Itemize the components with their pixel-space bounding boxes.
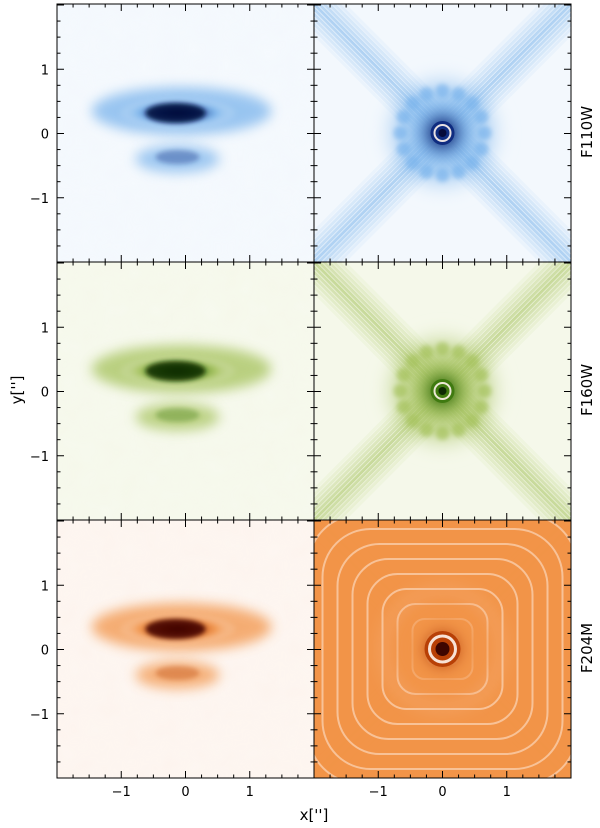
y-tick-label: 0 <box>41 128 49 143</box>
y-tick-label: 0 <box>41 644 49 659</box>
panel-f110w-psf <box>314 4 571 262</box>
x-tick-label: 1 <box>503 785 511 800</box>
panel-grid <box>57 4 571 778</box>
tick-marks <box>56 4 572 779</box>
x-tick-label: 0 <box>438 785 446 800</box>
panel-f160w-psf <box>314 262 571 520</box>
panel-f204m-psf <box>314 520 571 778</box>
y-tick-label: −1 <box>30 708 49 723</box>
y-tick-label: −1 <box>30 450 49 465</box>
x-tick-label: −1 <box>369 785 388 800</box>
filter-label-f204m: F204M <box>578 623 596 673</box>
y-tick-label: 1 <box>41 579 49 594</box>
y-tick-label: 1 <box>41 321 49 336</box>
y-axis-label: y[''] <box>8 376 26 405</box>
filter-label-f160w: F160W <box>578 364 596 416</box>
tick-labels: 1 0 −1 1 0 −1 1 0 −1 −1 0 1 −1 0 1 <box>30 63 511 800</box>
x-axis-label: x[''] <box>300 806 329 824</box>
x-tick-label: −1 <box>112 785 131 800</box>
panel-f204m-disk <box>57 520 314 778</box>
x-tick-label: 0 <box>181 785 189 800</box>
filter-label-f110w: F110W <box>578 106 596 158</box>
panel-f160w-disk <box>57 262 314 520</box>
panel-f110w-disk <box>57 4 314 262</box>
y-tick-label: 1 <box>41 63 49 78</box>
x-tick-label: 1 <box>246 785 254 800</box>
y-tick-label: −1 <box>30 192 49 207</box>
y-tick-label: 0 <box>41 386 49 401</box>
